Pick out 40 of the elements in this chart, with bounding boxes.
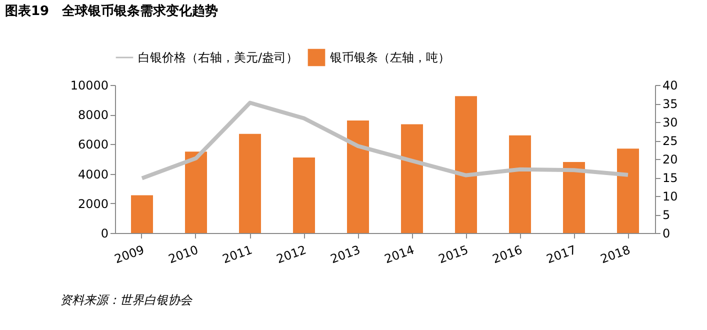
legend-label: 白银价格（右轴，美元/盎司） <box>138 50 298 64</box>
y2-tick-label: 20 <box>662 152 678 166</box>
y-tick-label: 6000 <box>78 138 108 152</box>
y2-tick-label: 30 <box>662 116 678 130</box>
bar <box>239 134 261 233</box>
x-tick-label: 2017 <box>544 242 578 266</box>
x-tick-label: 2011 <box>220 242 254 266</box>
y2-tick-label: 25 <box>662 134 678 148</box>
x-tick-label: 2014 <box>382 242 416 266</box>
line-series <box>140 100 630 180</box>
legend-label: 银币银条（左轴，吨） <box>329 50 450 64</box>
y-tick-label: 2000 <box>78 196 108 211</box>
y-tick-label: 0 <box>100 226 108 240</box>
y2-tick-label: 15 <box>662 171 678 185</box>
chart-title: 图表19 全球银币银条需求变化趋势 <box>5 3 218 19</box>
bar <box>563 162 585 233</box>
y2-tick-label: 35 <box>662 97 678 111</box>
x-tick-label: 2012 <box>274 242 308 266</box>
x-tick-label: 2010 <box>166 242 200 266</box>
bar <box>455 96 477 233</box>
y-tick-label: 4000 <box>78 167 108 182</box>
x-tick-label: 2018 <box>598 242 632 266</box>
y2-tick-label: 5 <box>662 208 670 222</box>
bar <box>293 158 315 233</box>
bar <box>347 120 369 233</box>
bar <box>509 135 531 233</box>
y2-tick-label: 0 <box>662 226 670 240</box>
bar <box>131 195 153 233</box>
x-tick-label: 2015 <box>436 242 470 266</box>
x-tick-label: 2016 <box>490 242 524 266</box>
x-tick-label: 2009 <box>112 242 146 266</box>
bar <box>185 152 207 233</box>
y-tick-label: 10000 <box>70 78 108 92</box>
y-tick-label: 8000 <box>78 108 108 122</box>
y2-tick-label: 40 <box>662 78 678 92</box>
text: 资料来源：世界白银协会 <box>60 293 193 307</box>
y2-tick-label: 10 <box>662 190 678 204</box>
bar <box>617 148 639 233</box>
x-tick-label: 2013 <box>328 242 362 266</box>
bar <box>401 124 423 233</box>
